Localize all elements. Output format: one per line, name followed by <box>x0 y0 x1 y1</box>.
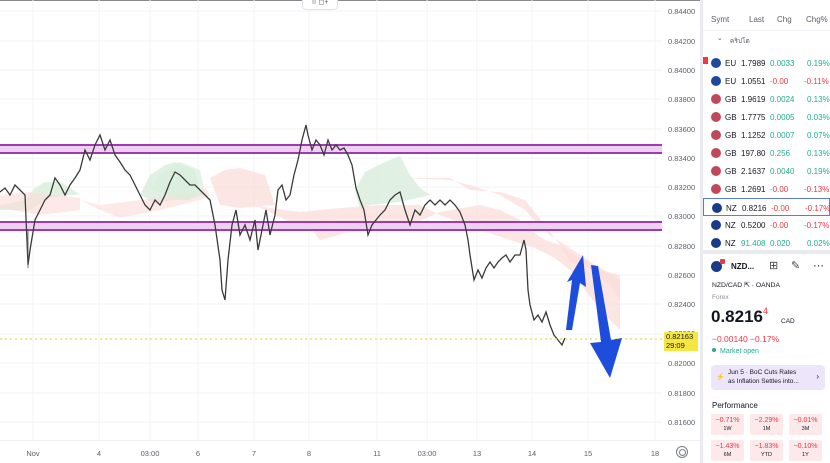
price-tick: 0.81800 <box>668 389 696 398</box>
time-tick: 6 <box>195 449 201 458</box>
performance-title: Performance <box>712 401 758 410</box>
chart-settings-gear-icon[interactable] <box>676 446 688 458</box>
time-tick: 11 <box>373 449 381 458</box>
time-tick: 4 <box>96 449 102 458</box>
news-headline[interactable]: ⚡ Jun 5 · BoC Cuts Rates as Inflation Set… <box>711 365 825 390</box>
arrow-up-icon <box>566 255 586 330</box>
watchlist-row[interactable]: NZ 91.408 0.020 0.02% <box>703 234 830 252</box>
perf-1m[interactable]: −2.29% 1M <box>750 414 783 435</box>
watchlist-row[interactable]: GB 1.1252 0.0007 0.07% <box>703 126 830 144</box>
time-tick: 03:00 <box>417 449 437 458</box>
price-tick: 0.82000 <box>668 359 696 368</box>
flag-marker <box>703 57 708 64</box>
lightning-icon: ⚡ <box>716 374 725 381</box>
price-tick: 0.84400 <box>668 7 696 16</box>
watchlist-header: Symt Last Chg Chg% <box>703 10 830 30</box>
currency-flag-icon <box>712 203 722 213</box>
currency-flag-icon <box>711 130 721 140</box>
watchlist-group[interactable]: ⌄ คริปโต <box>717 35 750 45</box>
time-tick: 14 <box>527 449 537 458</box>
bar-countdown: 29:09 <box>666 340 685 350</box>
currency-flag-icon <box>711 76 721 86</box>
instrument-type: Forex <box>712 294 729 301</box>
price-tick: 0.82800 <box>668 242 696 251</box>
currency-flag-icon <box>711 112 721 122</box>
price-chart[interactable]: ⠿ ◻+ <box>0 0 662 440</box>
currency-label: CAD <box>781 318 795 325</box>
currency-flag-icon <box>711 238 721 248</box>
pair-exchange[interactable]: NZD/CAD ⇱ · OANDA <box>712 282 781 289</box>
price-tick: 0.83200 <box>668 183 696 192</box>
price-tick: 0.83800 <box>668 95 696 104</box>
time-tick: 13 <box>472 449 482 458</box>
col-chg-pct[interactable]: Chg% <box>806 15 828 24</box>
time-tick: 7 <box>251 449 257 458</box>
time-axis[interactable]: Nov 4 03:00 6 7 8 11 03:00 13 14 15 18 <box>0 440 700 463</box>
chevron-down-icon[interactable]: ⌄ <box>717 35 723 42</box>
candlesticks <box>0 124 566 347</box>
watchlist-row[interactable]: EU 1.0551 -0.00 -0.11% <box>703 72 830 90</box>
currency-flag-icon <box>711 166 721 176</box>
forecast-arrows <box>566 255 622 378</box>
currency-flag-icon <box>711 220 721 230</box>
symbol-details: NZD... ⊞ ✎ ⋯ NZD/CAD ⇱ · OANDA Forex 0.8… <box>703 250 830 463</box>
currency-flag-icon <box>711 94 721 104</box>
perf-1w[interactable]: −0.71% 1W <box>711 414 744 435</box>
right-panel: Symt Last Chg Chg% ⌄ คริปโต EU 1.7989 0.… <box>703 0 830 463</box>
details-symbol[interactable]: NZD... <box>731 262 755 271</box>
currency-flag-icon <box>711 58 721 68</box>
col-symbol[interactable]: Symt <box>711 15 730 24</box>
panel-divider[interactable] <box>700 0 703 463</box>
watchlist-row[interactable]: EU 1.7989 0.0033 0.19% <box>703 54 830 72</box>
perf-3m[interactable]: −0.01% 3M <box>789 414 822 435</box>
time-tick: 18 <box>650 449 660 458</box>
watchlist-row[interactable]: GB 2.1637 0.0040 0.19% <box>703 162 830 180</box>
time-tick: 15 <box>583 449 593 458</box>
currency-flag-icon <box>711 184 721 194</box>
price-tick: 0.83000 <box>668 212 696 221</box>
divider <box>703 30 830 31</box>
perf-6m[interactable]: −1.43% 6M <box>711 440 744 461</box>
price-tick: 0.82600 <box>668 271 696 280</box>
perf-1y[interactable]: −0.10% 1Y <box>789 440 822 461</box>
top-border <box>0 0 700 1</box>
price-change: −0.00140 −0.17% <box>712 334 780 344</box>
last-price: 0.82164 <box>711 306 769 326</box>
watchlist-row-selected[interactable]: NZ 0.8216 -0.00 -0.17% <box>703 198 830 216</box>
market-status: Market open <box>712 348 759 355</box>
grid-lines <box>0 0 662 440</box>
watchlist-row[interactable]: GB 1.2691 -0.00 -0.13% <box>703 180 830 198</box>
price-tick: 0.81600 <box>668 418 696 427</box>
perf-ytd[interactable]: −1.83% YTD <box>750 440 783 461</box>
layout-grid-icon[interactable]: ⊞ <box>769 260 779 272</box>
price-tick: 0.82400 <box>668 300 696 309</box>
watchlist-row[interactable]: GB 1.7775 0.0005 0.03% <box>703 108 830 126</box>
time-tick: 8 <box>306 449 312 458</box>
more-icon[interactable]: ⋯ <box>813 260 824 272</box>
chevron-right-icon: › <box>816 372 819 381</box>
support-zone[interactable] <box>0 222 662 230</box>
chart-canvas[interactable] <box>0 0 662 440</box>
price-tick: 0.84200 <box>668 37 696 46</box>
watchlist-row[interactable]: GB 197.80 0.256 0.13% <box>703 144 830 162</box>
watchlist-row[interactable]: GB 1.9619 0.0024 0.13% <box>703 90 830 108</box>
nzd-flag-icon <box>711 259 725 272</box>
time-tick: Nov <box>26 449 40 458</box>
col-chg[interactable]: Chg <box>777 15 792 24</box>
price-axis[interactable]: 0.84400 0.84200 0.84000 0.83800 0.83600 … <box>662 0 700 440</box>
col-last[interactable]: Last <box>749 15 765 24</box>
watchlist-row[interactable]: NZ 0.5200 -0.00 -0.17% <box>703 216 830 234</box>
current-price-tag: 0.82163 29:09 <box>664 332 698 351</box>
floating-toolbar[interactable]: ⠿ ◻+ <box>302 0 338 10</box>
currency-flag-icon <box>711 148 721 158</box>
edit-icon[interactable]: ✎ <box>791 260 801 272</box>
price-tick: 0.83600 <box>668 125 696 134</box>
arrow-down-icon <box>590 265 622 378</box>
price-tick: 0.84000 <box>668 66 696 75</box>
time-tick: 03:00 <box>140 449 160 458</box>
price-tick: 0.83400 <box>668 154 696 163</box>
